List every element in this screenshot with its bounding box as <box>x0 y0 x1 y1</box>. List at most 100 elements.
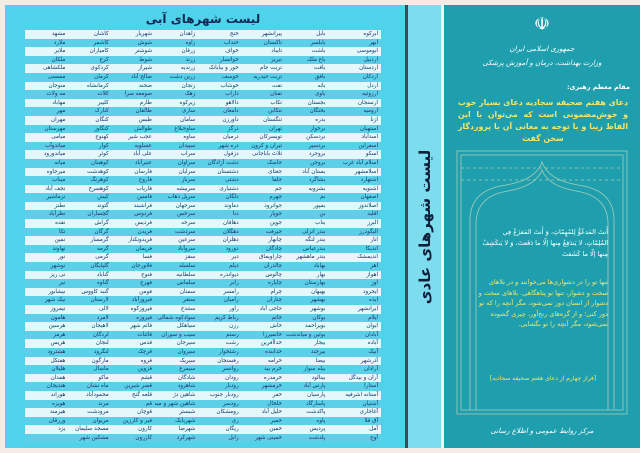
city-cell: آستانه اشرفیه <box>345 391 378 398</box>
city-cell: بندر لنگه <box>305 237 326 244</box>
city-cell: مریوان <box>92 417 109 424</box>
city-cell: اهواز <box>366 271 378 278</box>
city-cell: اردل <box>367 82 378 89</box>
city-cell: شهرکرد <box>176 434 196 441</box>
city-cell: سنقر <box>183 297 196 304</box>
city-cell: ملکان <box>51 56 66 63</box>
city-cell: بهشهر <box>310 297 326 304</box>
city-cell: نیشابور <box>48 288 66 295</box>
city-cell: تفت <box>272 82 282 89</box>
table-row: ارسنجان بجستان تکاب دالاهو زیرکوه طارم کلیبر مه… <box>25 98 381 108</box>
city-cell: رشتخوار <box>218 348 239 355</box>
city-cell: استهبان <box>359 125 378 132</box>
table-row: ارومیه بختگان تنکابن دامغان ساری طالقان کنارک م… <box>25 107 381 116</box>
city-cell: کاشمر <box>93 39 109 46</box>
city-cell: گرمی <box>95 254 109 261</box>
city-cell: هویزه <box>51 400 66 407</box>
city-cell: آرادان <box>364 366 378 373</box>
city-cell: حاجی آباد <box>259 306 282 312</box>
city-cell: ازنا <box>370 116 378 123</box>
city-cell: نوشهر <box>50 263 66 270</box>
city-cell: شاهین شهر و میمه <box>155 400 196 407</box>
table-row: ابوموسی باشت تایباد خواف زرقان شوشتر کامیاران م… <box>25 47 381 56</box>
city-cell: پردیس <box>309 426 326 433</box>
city-cell: شوش <box>137 39 153 46</box>
city-cell: برخوار <box>310 125 326 132</box>
city-cell: نی ریز <box>50 271 66 278</box>
city-cell: کیش <box>97 194 109 201</box>
city-cell: کوار <box>98 142 109 149</box>
city-cell: کوثر <box>98 151 109 158</box>
city-cell: آق قلا <box>364 417 378 424</box>
table-row: اصلاندوز بمپور جوانرود دماوند سرجهان فراشبند گ… <box>25 201 381 211</box>
table-row: اردستان بافت تربت جام خور و بیابانک زرندیه شی… <box>25 64 381 73</box>
city-cell: عسلویه <box>134 142 153 149</box>
city-cell: سوادکوه شمالی <box>157 314 196 321</box>
city-cell: راور <box>229 306 239 312</box>
city-cell: هشترود <box>47 348 66 355</box>
table-row: اصفهان بم جهرم دلگان سرپل ذهاب فامنین کیش نرماش… <box>25 193 381 202</box>
city-cell: سنندج <box>180 306 196 312</box>
city-cell: اسلام آباد غرب <box>342 159 378 166</box>
city-cell: نطنز <box>54 202 66 209</box>
city-cell: میامی <box>51 134 66 141</box>
city-cell: گچساران <box>87 211 109 218</box>
city-cell: زاهدان <box>179 31 196 37</box>
city-cell: آران و بیدگل <box>348 374 378 381</box>
city-cell: آبیک <box>368 348 378 355</box>
city-cell: خوسف <box>221 73 239 80</box>
city-cell: بختگان <box>309 108 326 115</box>
city-cell: مهرستان <box>44 125 66 132</box>
table-row: آشتیان پاسارگاد خلخال رودسر شاهین شهر و میمه… <box>25 399 381 409</box>
city-cell: اشنویه <box>362 185 378 192</box>
city-cell: خوشاب <box>220 82 239 89</box>
city-cell: هفتکل <box>50 357 66 364</box>
city-cell: شبستر <box>179 409 196 416</box>
city-cell: فهرج <box>140 280 153 287</box>
city-cell: قیر و کارزین <box>122 417 153 424</box>
city-cell: ایرانشهر <box>358 306 378 312</box>
city-cell: ملایر <box>54 48 66 55</box>
normal-list-title: لیست شهرهای عادی <box>415 149 434 304</box>
arabic-prayer: أَنتَ المَدعُوُّ لِلمُهِمّاتِ، وَ أَنتَ … <box>482 228 608 258</box>
city-cell: سرعین <box>178 237 196 244</box>
city-cell: بهارستان <box>304 280 326 287</box>
city-cell: رودان <box>225 374 239 381</box>
city-cell: زرند <box>185 56 196 63</box>
city-cell: خمین <box>269 426 282 433</box>
city-cell: بردسیر <box>308 142 326 149</box>
city-cell: اندیمشک <box>357 254 378 261</box>
city-cell: دیر <box>231 254 239 261</box>
city-cell: هلیلان <box>51 366 66 373</box>
table-row: آوج پلدشت خمینی شهر زابل شهرکرد کازرون مشکین ش… <box>25 433 381 443</box>
city-cell: شهرضا <box>178 426 196 433</box>
city-cell: کرج <box>99 56 109 63</box>
city-cell: سرجهان <box>175 202 196 209</box>
city-cell: اردستان <box>359 65 378 72</box>
city-cell: دشتستان <box>217 168 239 175</box>
table-row: ایلام بوکان خاتم رباط کریم سوادکوه شمالی فیرو… <box>25 313 381 323</box>
city-cell: سردشت <box>174 228 196 235</box>
city-cell: کوهرنگ <box>90 177 109 184</box>
city-cell: سمنان <box>179 288 196 295</box>
city-cell: بهاباد <box>313 263 326 270</box>
city-cell: فریدن <box>137 228 153 235</box>
city-cell: ثلاث باباجانی <box>252 151 282 158</box>
city-cell: دلگان <box>225 194 239 201</box>
city-cell: لردگان <box>92 331 109 338</box>
city-cell: پاسارگاد <box>306 400 326 407</box>
city-cell: اصلاندوز <box>358 202 378 209</box>
blue-cities-panel: لیست شهرهای آبی ابرکوه بابل پیرانشهر خنج زاه… <box>5 5 405 448</box>
city-cell: زهک <box>184 91 196 98</box>
city-cell: نیمروز <box>50 306 66 312</box>
city-cell: بیرجند <box>310 348 326 355</box>
city-cell: اندیکا <box>365 245 378 252</box>
table-row: ایرانشهر بوشهر حاجی آباد راور سنندج فیروزکوه ل… <box>25 305 381 314</box>
city-cell: عجب شیر <box>128 134 153 141</box>
city-cell: میانه <box>54 159 66 166</box>
table-row: آستارا پارس آباد خرمشهر رودبار شاهرود قصر شیر… <box>25 382 381 391</box>
table-row: اردکان بافق تربت حیدریه خوسف زرین دشت صالح آب… <box>25 72 381 82</box>
city-cell: عنبرآباد <box>134 159 153 166</box>
city-cell: فامنین <box>137 194 153 201</box>
city-cell: شوط <box>139 56 153 63</box>
